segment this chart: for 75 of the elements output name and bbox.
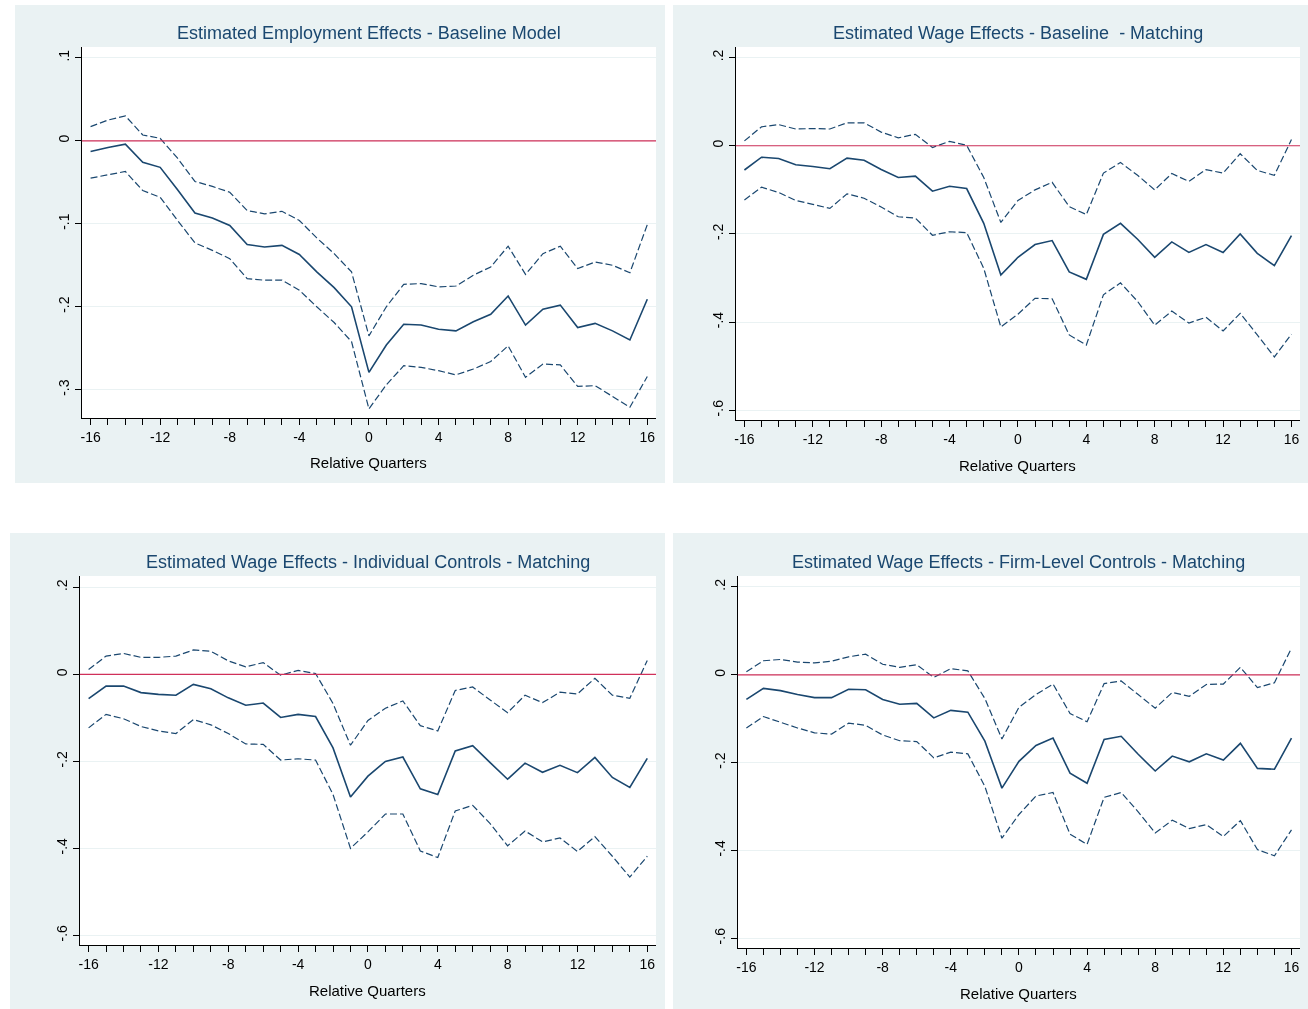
line-series [743,186,1293,358]
line-series [743,156,1293,281]
y-tick-label: -.4 [712,840,729,857]
y-tick-label: -.2 [54,750,71,768]
y-tick-label: -.4 [710,311,727,329]
y-tick-label: -.2 [712,752,729,769]
y-tick-label: -.3 [56,379,73,396]
x-tick-label: -4 [291,955,305,972]
x-tick-label: 16 [1283,430,1300,447]
y-tick-label: -.2 [56,296,73,313]
line-series [745,715,1293,857]
line-series [87,683,649,798]
x-tick-label: -4 [944,958,958,975]
y-tick-label: 0 [710,139,727,148]
x-tick-label: -12 [804,958,825,975]
y-tick-label: .2 [710,49,727,62]
x-tick-label: -8 [874,430,888,447]
x-tick-label: 4 [1083,958,1092,975]
line-series [89,115,648,337]
chart-title: Estimated Employment Effects - Baseline Model [177,23,561,43]
x-tick-label: 0 [1015,958,1024,975]
x-axis-title: Relative Quarters [310,454,427,471]
x-tick-label: 0 [1014,430,1023,447]
x-tick-label: -12 [148,955,169,972]
x-tick-label: 8 [1151,958,1160,975]
x-tick-label: 12 [569,955,586,972]
y-tick-label: 0 [712,668,729,677]
x-tick-label: -4 [293,428,306,445]
y-tick-label: -.4 [54,837,71,855]
line-series [88,713,648,878]
x-tick-label: 16 [639,428,656,445]
x-tick-label: -12 [802,430,824,447]
x-tick-label: -16 [80,428,101,445]
x-tick-label: -16 [78,955,99,972]
line-series [743,122,1293,224]
x-tick-label: 8 [1150,430,1159,447]
x-tick-label: -16 [736,958,757,975]
x-tick-label: 0 [364,955,373,972]
chart-title: Estimated Wage Effects - Firm-Level Controls - Matching [792,552,1246,572]
x-tick-label: 12 [1215,958,1232,975]
line-series [89,143,649,374]
line-series [745,687,1293,789]
x-tick-label: 0 [365,428,374,445]
x-tick-label: 12 [569,428,586,445]
line-series [89,170,648,410]
y-tick-label: -.6 [710,399,727,417]
x-tick-label: 12 [1215,430,1232,447]
x-axis-title: Relative Quarters [959,457,1076,474]
x-tick-label: 16 [1283,958,1300,975]
x-tick-label: 16 [639,955,656,972]
x-tick-label: -8 [876,958,890,975]
x-axis-title: Relative Quarters [309,982,426,999]
x-axis-title: Relative Quarters [960,985,1077,1002]
x-tick-label: 8 [503,955,512,972]
x-tick-label: -8 [223,428,237,445]
x-tick-label: -4 [943,430,956,447]
y-tick-label: .1 [56,49,73,62]
line-series [88,649,648,746]
y-tick-label: .2 [712,578,729,591]
y-tick-label: -.6 [712,927,729,945]
y-tick-label: 0 [54,668,71,677]
x-tick-label: -16 [734,430,755,447]
chart-title: Estimated Wage Effects - Individual Controls - Matching [146,552,591,572]
y-tick-label: -.1 [56,213,73,230]
chart-title: Estimated Wage Effects - Baseline - Matching [833,23,1204,43]
x-tick-label: 4 [434,428,443,445]
y-tick-label: .2 [54,579,71,592]
x-tick-label: 4 [433,955,442,972]
x-tick-label: 8 [504,428,513,445]
y-tick-label: -.2 [710,223,727,241]
y-tick-label: 0 [56,134,73,143]
x-tick-label: -12 [150,428,171,445]
x-tick-label: 4 [1082,430,1091,447]
y-tick-label: -.6 [54,924,71,942]
x-tick-label: -8 [222,955,235,972]
